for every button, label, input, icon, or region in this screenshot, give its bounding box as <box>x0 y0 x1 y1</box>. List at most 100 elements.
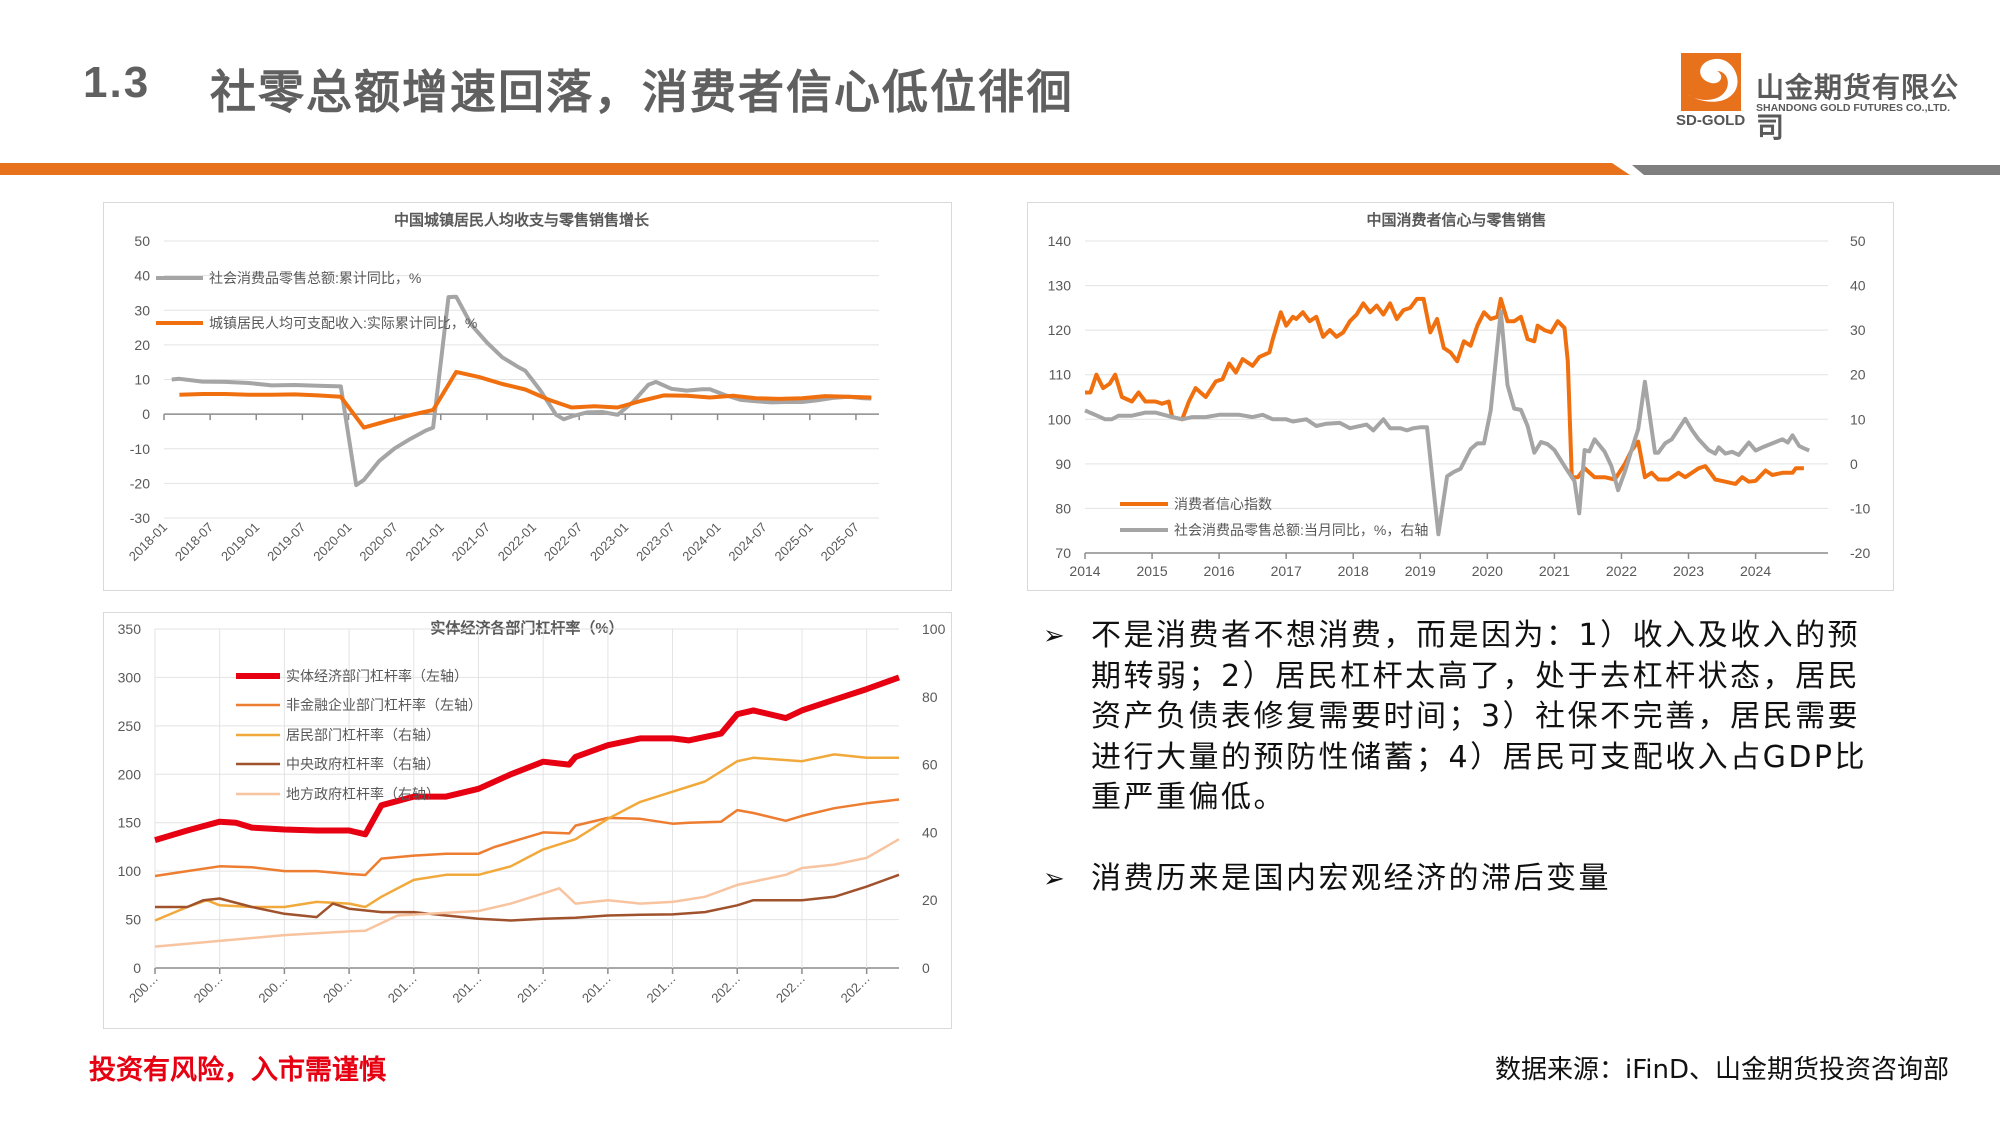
y-tick-label-left: 110 <box>1049 367 1072 383</box>
x-tick-label: 2023 <box>1673 563 1704 579</box>
x-tick-label: 2018 <box>1338 563 1369 579</box>
x-tick-label: 2025-07 <box>818 520 862 564</box>
series-line-1 <box>171 294 872 488</box>
chart-income-retail-svg: 中国城镇居民人均收支与零售销售增长50403020100-10-20-30201… <box>126 211 879 564</box>
x-tick-label: 2023-07 <box>633 520 677 564</box>
y-tick-label-left: 90 <box>1055 456 1071 472</box>
y-tick-label-left: 120 <box>1048 322 1072 338</box>
data-source: 数据来源：iFinD、山金期货投资咨询部 <box>1494 1055 1949 1085</box>
risk-warning: 投资有风险，入市需谨慎 <box>89 1055 386 1086</box>
x-tick-label: 200… <box>191 971 226 1006</box>
x-tick-label: 2024 <box>1740 563 1771 579</box>
y-tick-label-left: 20 <box>134 337 150 353</box>
y-tick-label-left: 70 <box>1055 545 1071 561</box>
x-tick-label: 2020 <box>1472 563 1503 579</box>
y-tick-label-right: 50 <box>1850 233 1866 249</box>
y-tick-label-left: 140 <box>1048 233 1072 249</box>
page-title: 社零总额增速回落，消费者信心低位徘徊 <box>210 65 1074 119</box>
x-tick-label: 202… <box>773 971 808 1006</box>
legend-label: 地方政府杠杆率（右轴） <box>286 786 440 802</box>
y-tick-label-left: 250 <box>118 718 142 734</box>
y-tick-label-right: 20 <box>922 892 938 908</box>
y-tick-label-left: 100 <box>1048 411 1072 427</box>
y-tick-label-left: 200 <box>118 766 142 782</box>
y-tick-label-left: 130 <box>1048 278 1072 294</box>
x-tick-label: 201… <box>449 971 484 1006</box>
y-tick-label-right: 10 <box>1850 411 1866 427</box>
series-line-1 <box>154 674 901 843</box>
bullet-text: 不是消费者不想消费，而是因为：1）收入及收入的预期转弱；2）居民杠杆太高了，处于… <box>1091 618 1868 815</box>
section-number: 1.3 <box>83 58 151 107</box>
x-tick-label: 2021-07 <box>449 520 493 564</box>
x-tick-label: 2018-01 <box>126 520 170 564</box>
series-line-2 <box>154 798 900 878</box>
x-tick-label: 2019-01 <box>218 520 262 564</box>
y-tick-label-right: 80 <box>922 689 938 705</box>
chart-sector-leverage: 实体经济各部门杠杆率（%） 350 300 250 200 150 100 50 0 100 80 6… <box>103 612 952 1029</box>
chart-title: 中国城镇居民人均收支与零售销售增长 <box>394 211 650 229</box>
legend-label: 中央政府杠杆率（右轴） <box>286 756 440 772</box>
x-tick-label: 202… <box>708 971 743 1006</box>
y-tick-label-left: 350 <box>118 621 142 637</box>
x-tick-label: 2017 <box>1271 563 1302 579</box>
y-tick-label-left: 50 <box>125 912 141 928</box>
bullet-item: ➢ 不是消费者不想消费，而是因为：1）收入及收入的预期转弱；2）居民杠杆太高了，… <box>1043 616 1903 819</box>
x-tick-label: 2020-01 <box>310 520 354 564</box>
series-line-4 <box>155 873 900 922</box>
series-line-2 <box>1084 309 1810 537</box>
series-line-1 <box>1085 296 1804 486</box>
y-tick-label-left: 0 <box>142 406 150 422</box>
x-tick-label: 2022 <box>1606 563 1637 579</box>
x-tick-label: 2020-07 <box>356 520 400 564</box>
logo-mark-icon <box>1681 53 1741 111</box>
company-logo: SD-GOLD 山金期货有限公司 SHANDONG GOLD FUTURES C… <box>1676 48 1966 144</box>
y-tick-label-left: -20 <box>130 475 150 491</box>
x-tick-label: 2019-07 <box>264 520 308 564</box>
x-tick-label: 2023-01 <box>587 520 631 564</box>
chart-title: 实体经济各部门杠杆率（%） <box>430 619 623 637</box>
x-tick-label: 2021-01 <box>403 520 447 564</box>
x-tick-label: 2018-07 <box>172 520 216 564</box>
y-tick-label-right: -10 <box>1850 500 1870 516</box>
chart-sector-leverage-svg: 实体经济各部门杠杆率（%）350300250200150100500100806… <box>118 619 946 1006</box>
chart-title: 中国消费者信心与零售销售 <box>1366 211 1546 229</box>
x-tick-label: 2024-07 <box>725 520 769 564</box>
x-tick-label: 201… <box>514 971 549 1006</box>
x-tick-label: 2021 <box>1539 563 1570 579</box>
chart-confidence-retail: 中国消费者信心与零售销售 140 130 120 110 100 90 80 70 50 40 30 2… <box>1027 202 1894 591</box>
legend-label: 非金融企业部门杠杆率（左轴） <box>286 697 482 713</box>
header-divider-orange <box>0 163 1630 175</box>
x-tick-label: 2024-01 <box>679 520 723 564</box>
y-tick-label-left: 80 <box>1055 500 1071 516</box>
y-tick-label-right: -20 <box>1850 545 1870 561</box>
chart-confidence-retail-svg: 中国消费者信心与零售销售1401301201101009080705040302… <box>1048 211 1871 579</box>
y-tick-label-left: 30 <box>134 302 150 318</box>
x-tick-label: 2015 <box>1136 563 1167 579</box>
header-divider-gray <box>1632 165 2000 175</box>
x-tick-label: 2014 <box>1069 563 1100 579</box>
y-tick-label-left: 10 <box>134 372 150 388</box>
bullet-text: 消费历来是国内宏观经济的滞后变量 <box>1091 860 1611 896</box>
y-tick-label-left: 40 <box>134 268 150 284</box>
y-tick-label-left: -10 <box>130 441 150 457</box>
y-tick-label-right: 20 <box>1850 367 1866 383</box>
y-tick-label-right: 60 <box>922 757 938 773</box>
x-tick-label: 202… <box>838 971 873 1006</box>
y-tick-label-right: 0 <box>1850 456 1858 472</box>
logo-mark-text: SD-GOLD <box>1676 112 1746 129</box>
x-tick-label: 2022-07 <box>541 520 585 564</box>
x-tick-label: 201… <box>644 971 679 1006</box>
legend-label: 实体经济部门杠杆率（左轴） <box>286 668 468 684</box>
x-tick-label: 2016 <box>1204 563 1235 579</box>
x-tick-label: 2019 <box>1405 563 1436 579</box>
x-tick-label: 200… <box>126 971 161 1006</box>
bullet-item: ➢ 消费历来是国内宏观经济的滞后变量 <box>1043 859 1903 900</box>
y-tick-label-left: 150 <box>118 815 142 831</box>
y-tick-label-right: 40 <box>1850 278 1866 294</box>
y-tick-label-left: -30 <box>130 510 150 526</box>
y-tick-label-right: 40 <box>922 824 938 840</box>
x-tick-label: 200… <box>255 971 290 1006</box>
y-tick-label-left: 50 <box>134 233 150 249</box>
logo-company-name-en: SHANDONG GOLD FUTURES CO.,LTD. <box>1756 102 1951 114</box>
x-tick-label: 2025-01 <box>772 520 816 564</box>
